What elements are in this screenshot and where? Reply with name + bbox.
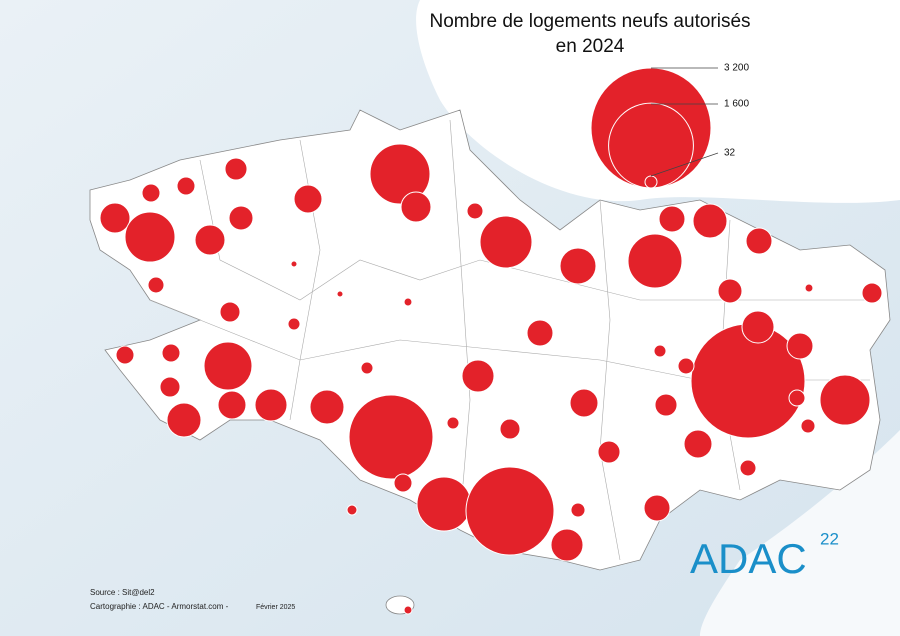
circle [400, 191, 432, 223]
circle [499, 418, 521, 440]
logo-number: 22 [820, 529, 839, 548]
circle [336, 290, 344, 298]
circle [360, 361, 374, 375]
circle [203, 341, 253, 391]
circle [461, 359, 495, 393]
circle [800, 418, 816, 434]
circle [290, 260, 298, 268]
circle [788, 389, 806, 407]
circle [569, 388, 599, 418]
circle [348, 394, 434, 480]
circle [293, 184, 323, 214]
circle [124, 211, 176, 263]
legend-circle [608, 102, 694, 189]
circle [166, 402, 202, 438]
circle [570, 502, 586, 518]
circle [228, 205, 254, 231]
credits: Cartographie : ADAC - Armorstat.com - [90, 602, 229, 611]
circle [526, 319, 554, 347]
circle [739, 459, 757, 477]
legend-label: 32 [724, 148, 736, 159]
circle [861, 282, 883, 304]
title-line: en 2024 [556, 36, 625, 57]
circle [403, 297, 413, 307]
circle [466, 202, 484, 220]
circle [176, 176, 196, 196]
circle [643, 494, 671, 522]
circle [479, 215, 533, 269]
circle [159, 376, 181, 398]
circle [717, 278, 743, 304]
circle [161, 343, 181, 363]
circle [658, 205, 686, 233]
legend-label: 3 200 [724, 63, 749, 74]
circle [683, 429, 713, 459]
source: Source : Sit@del2 [90, 588, 155, 597]
legend-leader [650, 152, 719, 177]
circle [287, 317, 301, 331]
circle [224, 157, 248, 181]
circle [194, 224, 226, 256]
circle [465, 466, 555, 556]
date: Février 2025 [256, 604, 295, 611]
circle [446, 416, 460, 430]
circle [786, 332, 814, 360]
circle [654, 393, 678, 417]
legend-label: 1 600 [724, 99, 749, 110]
circle [403, 605, 413, 615]
circle [741, 310, 775, 344]
circle [254, 388, 288, 422]
circle [147, 276, 165, 294]
circle [627, 233, 683, 289]
circle [692, 203, 728, 239]
legend-circle [644, 175, 658, 189]
circle [99, 202, 131, 234]
circle [677, 357, 695, 375]
logo-text: ADAC [690, 535, 807, 582]
circle [369, 143, 431, 205]
circle [141, 183, 161, 203]
circle [559, 247, 597, 285]
circle [653, 344, 667, 358]
title-line: Nombre de logements neufs autorisés [429, 11, 750, 32]
circle [550, 528, 584, 562]
circle [416, 476, 472, 532]
circle [346, 504, 358, 516]
circle [597, 440, 621, 464]
circle [393, 473, 413, 493]
circle [115, 345, 135, 365]
circle [819, 374, 871, 426]
circle [745, 227, 773, 255]
circle [217, 390, 247, 420]
circle [219, 301, 241, 323]
circle [309, 389, 345, 425]
circle [804, 283, 814, 293]
